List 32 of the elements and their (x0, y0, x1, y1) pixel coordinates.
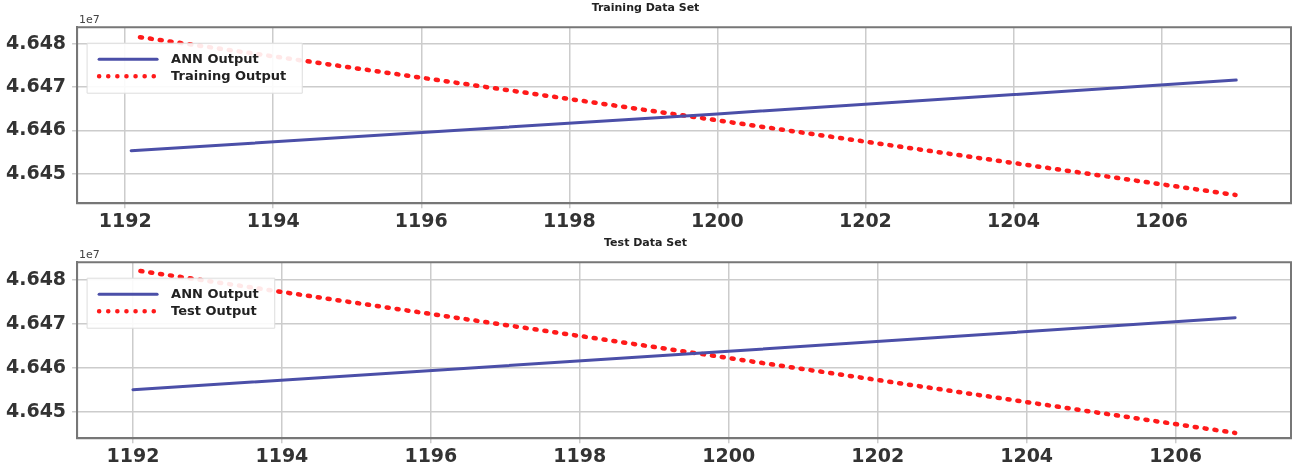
chart-title: Test Data Set (604, 236, 687, 250)
y-tick-label: 4.646 (5, 355, 67, 377)
x-tick-label: 1198 (553, 443, 607, 466)
legend-label: ANN Output (171, 285, 259, 301)
y-tick-label: 4.647 (5, 310, 67, 333)
x-tick-label: 1194 (246, 208, 300, 231)
x-tick-label: 1192 (106, 443, 160, 466)
x-tick-label: 1204 (986, 208, 1040, 231)
x-tick-label: 1202 (838, 208, 892, 231)
x-tick-label: 1196 (404, 443, 458, 466)
x-tick-label: 1204 (1000, 443, 1054, 466)
y-tick-label: 4.648 (5, 30, 67, 53)
text: 1e7 (79, 247, 100, 261)
y-tick-label: 4.645 (5, 160, 67, 183)
x-tick-label: 1200 (702, 443, 756, 466)
y-tick-label: 4.645 (5, 399, 67, 422)
x-tick-label: 1206 (1149, 443, 1203, 466)
y-tick-label: 4.646 (5, 117, 67, 140)
text: 1e7 (79, 12, 100, 26)
y-tick-label: 4.647 (5, 73, 67, 96)
legend-label: ANN Output (171, 50, 259, 66)
x-tick-label: 1206 (1135, 208, 1188, 231)
x-tick-label: 1202 (851, 443, 905, 466)
y-tick-label: 4.648 (5, 266, 67, 289)
x-tick-label: 1196 (394, 208, 448, 231)
x-tick-label: 1192 (98, 208, 152, 231)
legend-label: Training Output (171, 67, 287, 83)
legend-label: Test Output (171, 302, 257, 318)
x-tick-label: 1198 (542, 208, 596, 231)
x-tick-label: 1200 (690, 208, 744, 231)
chart-title: Training Data Set (591, 1, 700, 15)
x-tick-label: 1194 (255, 443, 309, 466)
